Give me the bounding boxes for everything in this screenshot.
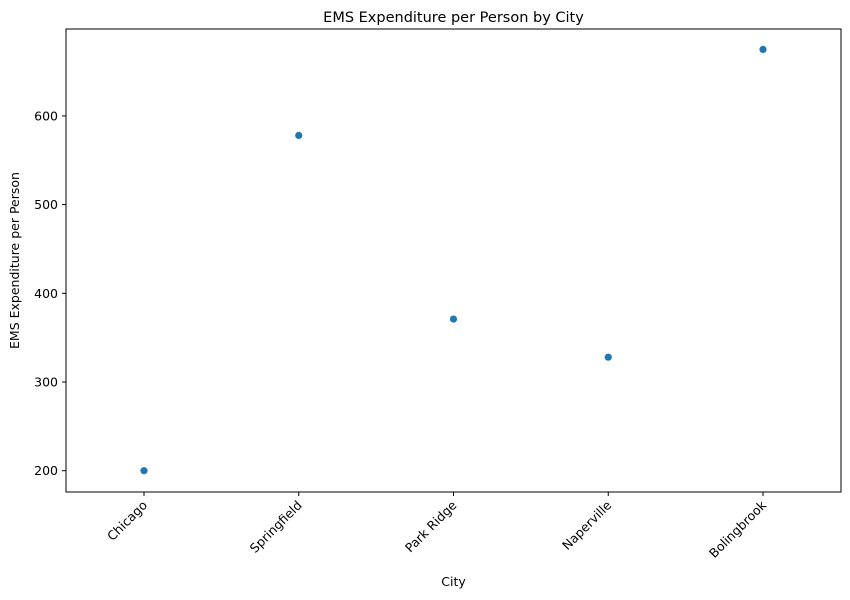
x-tick-label: Naperville bbox=[559, 497, 615, 553]
x-axis-label: City bbox=[441, 574, 466, 589]
chart-title: EMS Expenditure per Person by City bbox=[323, 10, 584, 26]
y-tick-label: 400 bbox=[34, 286, 58, 301]
y-tick-label: 600 bbox=[34, 108, 58, 123]
x-tick-label: Springfield bbox=[247, 498, 305, 556]
y-tick-label: 300 bbox=[34, 375, 58, 390]
y-axis: 200 300 400 500 600 bbox=[34, 108, 66, 478]
data-point bbox=[140, 467, 148, 475]
x-axis: Chicago Springfield Park Ridge Naperville Bo… bbox=[104, 492, 770, 561]
plot-frame bbox=[65, 28, 842, 493]
data-point bbox=[759, 45, 767, 54]
x-tick-label: Park Ridge bbox=[402, 497, 460, 555]
x-tick-label: Chicago bbox=[104, 498, 150, 544]
y-tick-label: 200 bbox=[34, 463, 58, 478]
data-points bbox=[140, 45, 767, 475]
data-point bbox=[295, 131, 303, 140]
y-axis-label: EMS Expenditure per Person bbox=[7, 172, 22, 349]
data-point bbox=[604, 353, 612, 361]
data-point bbox=[449, 315, 458, 323]
x-tick-label: Bolingbrook bbox=[706, 497, 770, 561]
y-tick-label: 500 bbox=[34, 197, 58, 212]
